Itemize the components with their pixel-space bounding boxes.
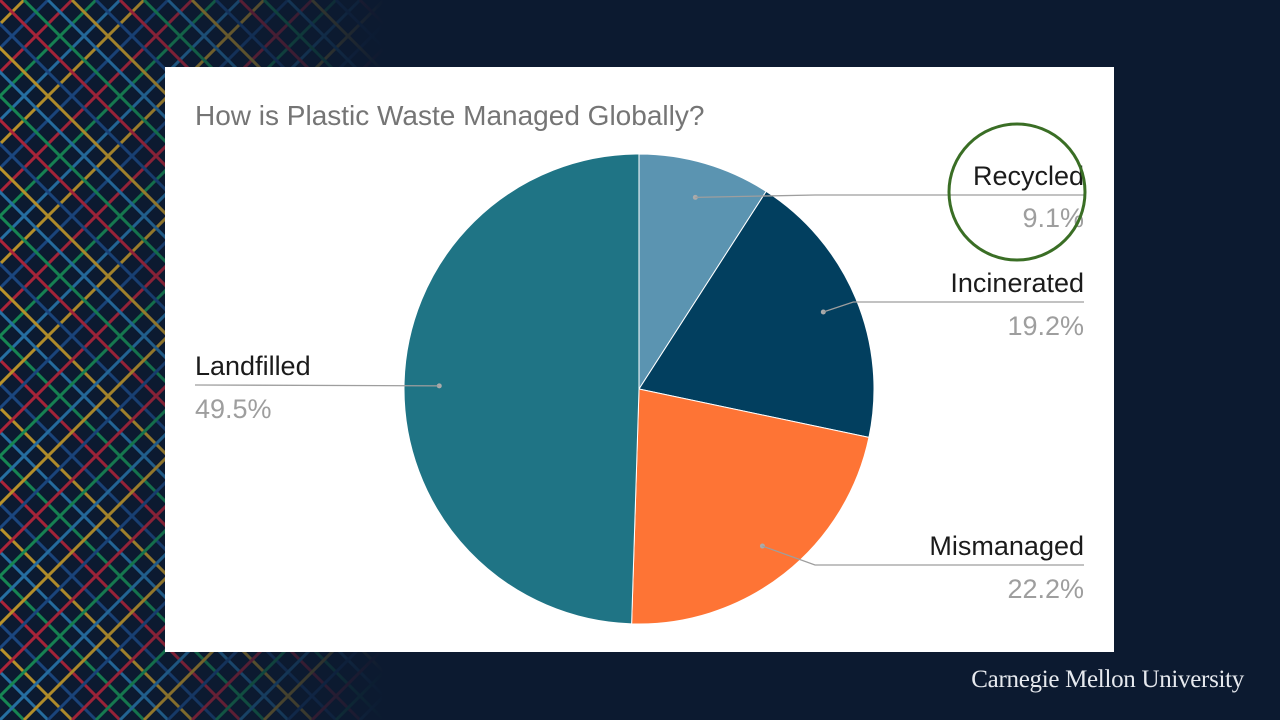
pie-chart: How is Plastic Waste Managed Globally? R… <box>194 100 1087 625</box>
slice-value-incinerated: 19.2% <box>1007 311 1084 341</box>
leader-dot-incinerated <box>820 309 826 315</box>
university-wordmark: Carnegie Mellon University <box>971 666 1244 693</box>
chart-card: How is Plastic Waste Managed Globally? R… <box>165 67 1114 652</box>
leader-line-incinerated <box>823 301 1084 313</box>
slice-label-mismanaged: Mismanaged <box>929 531 1084 561</box>
pie-slices <box>403 153 875 625</box>
pie-slice-mismanaged <box>631 388 870 625</box>
slice-value-landfilled: 49.5% <box>195 394 272 424</box>
slice-value-mismanaged: 22.2% <box>1007 574 1084 604</box>
pie-slice-landfilled <box>403 153 640 625</box>
slice-label-landfilled: Landfilled <box>195 351 311 381</box>
highlight-circle <box>947 122 1087 262</box>
leader-line-mismanaged <box>762 545 1084 566</box>
pie-slice-incinerated <box>638 190 875 438</box>
leader-line-recycled <box>695 194 1084 199</box>
slice-label-incinerated: Incinerated <box>950 268 1084 298</box>
slice-label-recycled: Recycled <box>973 161 1084 191</box>
leader-line-landfilled <box>194 384 440 387</box>
pie-labels: Recycled9.1%Incinerated19.2%Mismanaged22… <box>194 161 1084 604</box>
pie-slice-recycled <box>638 153 767 391</box>
chart-title: How is Plastic Waste Managed Globally? <box>195 100 704 131</box>
